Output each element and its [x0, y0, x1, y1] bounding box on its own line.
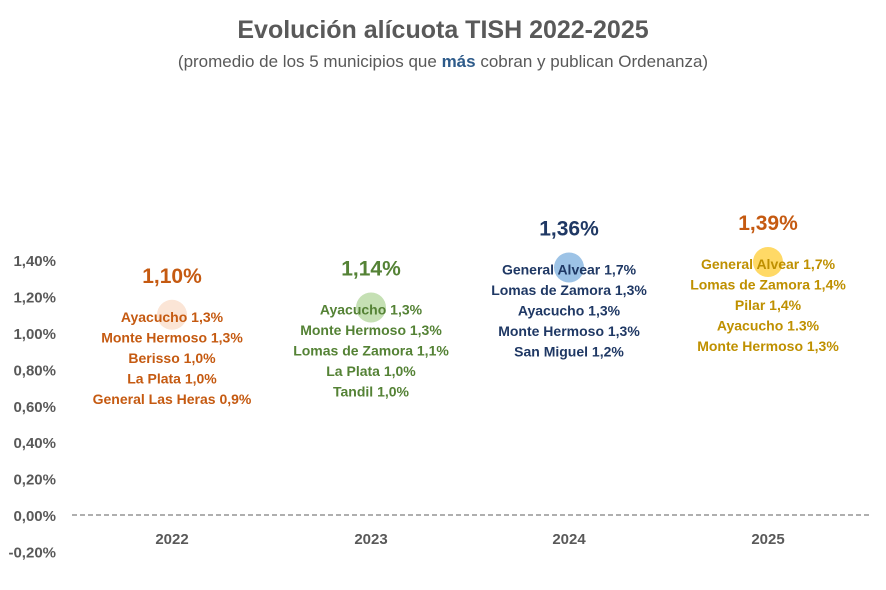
y-tick-label: 1,40%: [13, 253, 56, 270]
annotation-label: Ayacucho 1,3%: [320, 302, 423, 318]
x-tick-label: 2023: [354, 531, 387, 548]
y-tick-label: 0,40%: [13, 435, 56, 452]
annotation-label: Lomas de Zamora 1,1%: [293, 343, 449, 359]
y-tick-label: 0,00%: [13, 508, 56, 525]
annotation-label: Ayacucho 1,3%: [121, 309, 224, 325]
y-tick-label: 0,80%: [13, 362, 56, 379]
x-tick-label: 2022: [155, 531, 188, 548]
data-point-marker: [157, 299, 187, 330]
annotation-label: General Alvear 1,7%: [502, 261, 637, 277]
subtitle-after: cobran y publican Ordenanza): [475, 52, 709, 71]
data-point-marker: [753, 247, 783, 278]
annotation-label: Lomas de Zamora 1,3%: [491, 282, 647, 298]
subtitle-before: (promedio de los 5 municipios que: [177, 52, 442, 71]
annotation-label: Monte Hermoso 1,3%: [697, 338, 839, 354]
annotation-label: General Alvear 1,7%: [701, 256, 836, 272]
y-tick-label: -0,20%: [8, 544, 56, 561]
y-tick-label: 0,60%: [13, 399, 56, 416]
data-label: 1,14%: [341, 258, 401, 281]
annotation-label: La Plata 1,0%: [127, 370, 217, 386]
annotation-label: Ayacucho 1.3%: [717, 318, 820, 334]
data-point-marker: [554, 252, 584, 283]
x-tick-label: 2025: [751, 531, 784, 548]
x-tick-label: 2024: [552, 531, 586, 548]
data-label: 1,10%: [142, 265, 202, 288]
annotation-label: General Las Heras 0,9%: [93, 391, 252, 407]
annotation-label: Monte Hermoso 1,3%: [101, 329, 243, 345]
y-tick-label: 1,20%: [13, 290, 56, 307]
data-label: 1,36%: [539, 217, 599, 240]
y-tick-label: 0,20%: [13, 472, 56, 489]
chart-subtitle: (promedio de los 5 municipios que más co…: [0, 52, 886, 72]
chart-title: Evolución alícuota TISH 2022-2025: [237, 16, 649, 44]
annotation-label: Monte Hermoso 1,3%: [498, 323, 640, 339]
y-tick-label: 1,00%: [13, 326, 56, 343]
annotation-label: La Plata 1,0%: [326, 363, 416, 379]
annotation-label: Berisso 1,0%: [128, 350, 216, 366]
annotation-label: Lomas de Zamora 1,4%: [690, 277, 846, 293]
data-label: 1,39%: [738, 212, 798, 235]
subtitle-emphasis: más: [441, 52, 476, 71]
annotation-label: Pilar 1,4%: [735, 297, 802, 313]
annotation-label: San Miguel 1,2%: [514, 343, 624, 359]
annotation-label: Monte Hermoso 1,3%: [300, 322, 442, 338]
data-point-marker: [356, 292, 386, 323]
annotation-label: Tandil 1,0%: [333, 384, 410, 400]
annotation-label: Ayacucho 1,3%: [518, 302, 621, 318]
